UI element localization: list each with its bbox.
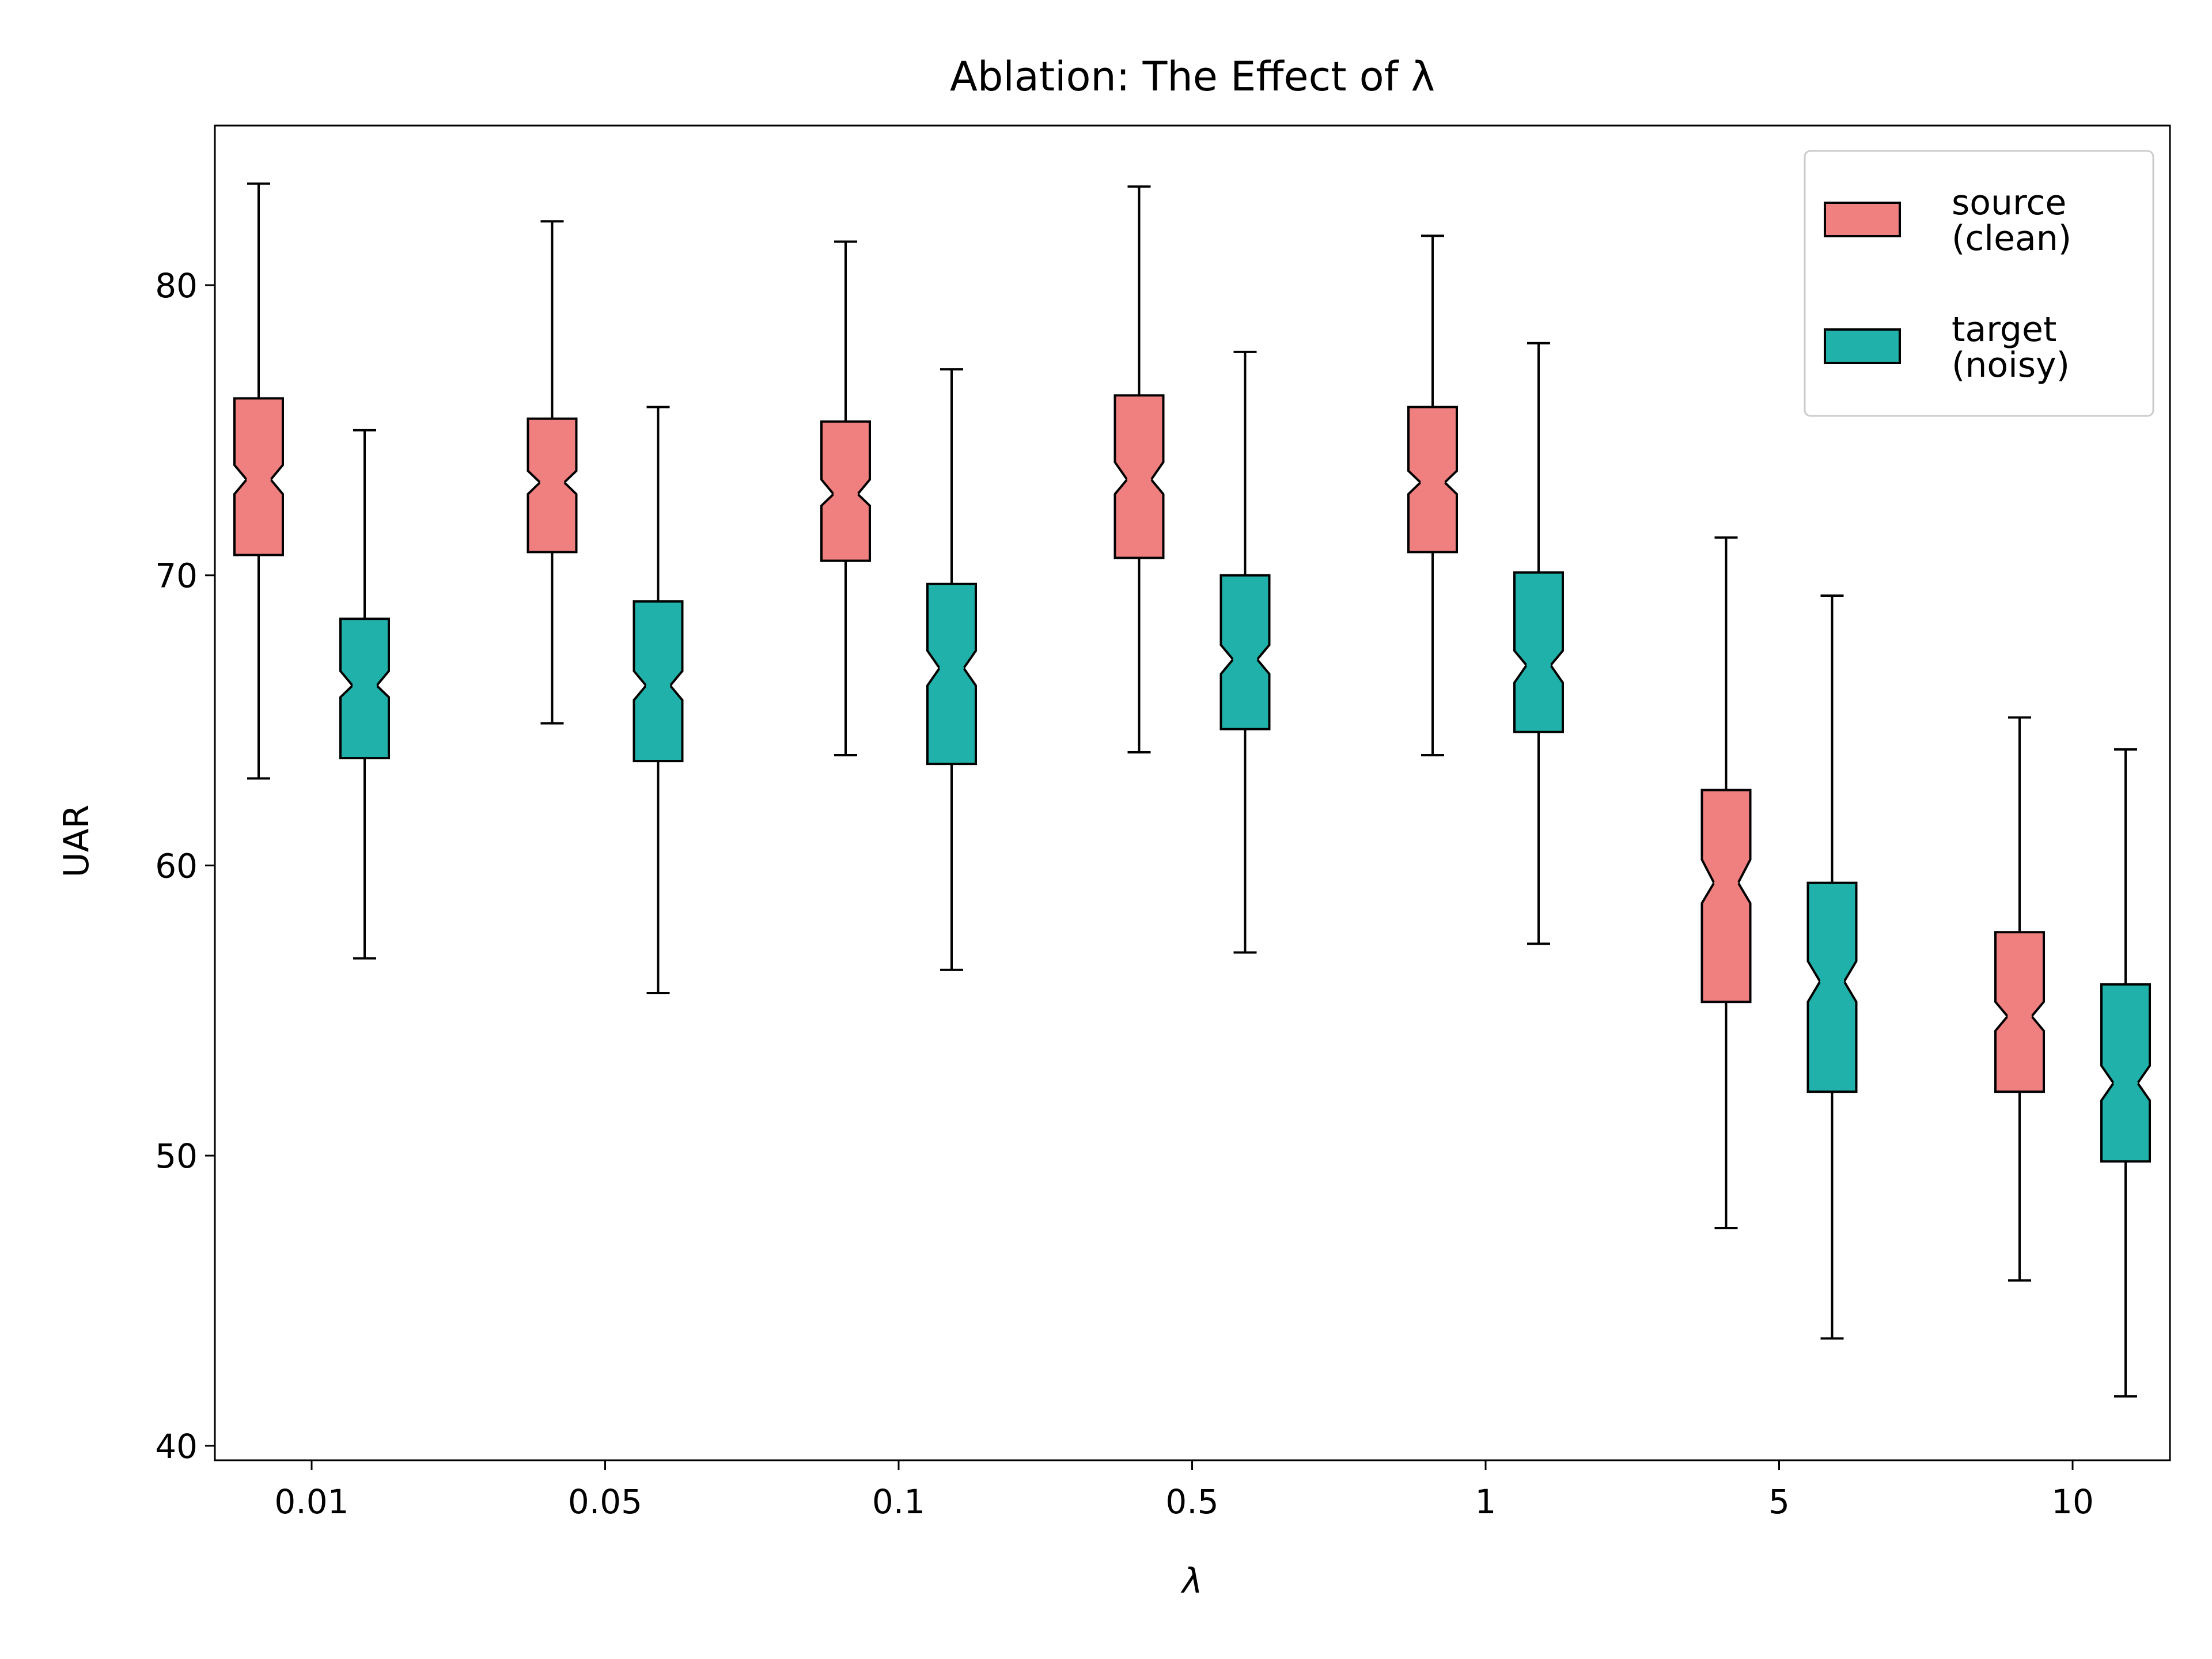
y-tick-label: 70 — [155, 556, 198, 596]
legend-label: (clean) — [1952, 218, 2071, 259]
x-tick-label: 0.05 — [568, 1482, 642, 1521]
box-source-5 — [1700, 536, 1752, 1230]
box-body — [1994, 931, 2045, 1093]
legend-swatch — [1824, 202, 1901, 237]
box-body — [1407, 406, 1458, 554]
box-body — [926, 582, 977, 766]
legend: source(clean) target(noisy) — [1804, 150, 2154, 417]
box-target-10 — [2100, 748, 2151, 1398]
box-body — [2100, 983, 2151, 1163]
legend-label: target — [1952, 309, 2056, 350]
box-target-0.5 — [1219, 350, 1271, 954]
box-body — [1700, 789, 1752, 1003]
x-tick-label: 0.1 — [872, 1482, 925, 1521]
x-axis: 0.01 0.05 0.1 0.5 1 5 10 — [274, 1460, 2094, 1521]
box-body — [1219, 574, 1271, 730]
legend-item-target: target(noisy) — [1824, 309, 2070, 385]
box-source-0.05 — [527, 220, 578, 725]
y-axis: 40 50 60 70 80 — [155, 266, 215, 1466]
legend-item-source: source(clean) — [1824, 183, 2071, 259]
y-tick-label: 60 — [155, 846, 198, 885]
box-target-1 — [1513, 342, 1564, 945]
y-tick-label: 40 — [155, 1427, 198, 1466]
legend-swatch — [1824, 328, 1901, 364]
box-source-0.1 — [820, 240, 871, 757]
box-body — [632, 600, 684, 763]
box-source-10 — [1994, 716, 2045, 1282]
box-source-0.5 — [1113, 185, 1165, 753]
y-tick-label: 50 — [155, 1137, 198, 1176]
x-tick-label: 0.01 — [274, 1482, 349, 1521]
box-target-5 — [1806, 594, 1858, 1340]
x-axis-label: λ — [1180, 1561, 1203, 1601]
box-body — [1113, 394, 1165, 559]
box-body — [820, 420, 871, 562]
legend-label: (noisy) — [1952, 345, 2070, 385]
box-body — [1513, 571, 1564, 733]
box-source-1 — [1407, 234, 1458, 757]
plot-area — [214, 124, 2171, 1461]
box-body — [527, 417, 578, 554]
box-target-0.01 — [339, 429, 390, 960]
y-tick-label: 80 — [155, 266, 198, 305]
box-body — [1806, 881, 1858, 1093]
box-source-0.01 — [233, 182, 284, 780]
x-tick-label: 5 — [1768, 1482, 1790, 1521]
x-tick-label: 0.5 — [1165, 1482, 1218, 1521]
y-axis-label: UAR — [56, 805, 97, 878]
x-tick-label: 10 — [2051, 1482, 2094, 1521]
box-target-0.1 — [926, 368, 977, 971]
box-body — [233, 397, 284, 556]
x-tick-label: 1 — [1475, 1482, 1497, 1521]
chart-title: Ablation: The Effect of λ — [950, 53, 1435, 100]
legend-label: source — [1952, 183, 2066, 223]
box-target-0.05 — [632, 406, 684, 995]
box-body — [339, 618, 390, 760]
